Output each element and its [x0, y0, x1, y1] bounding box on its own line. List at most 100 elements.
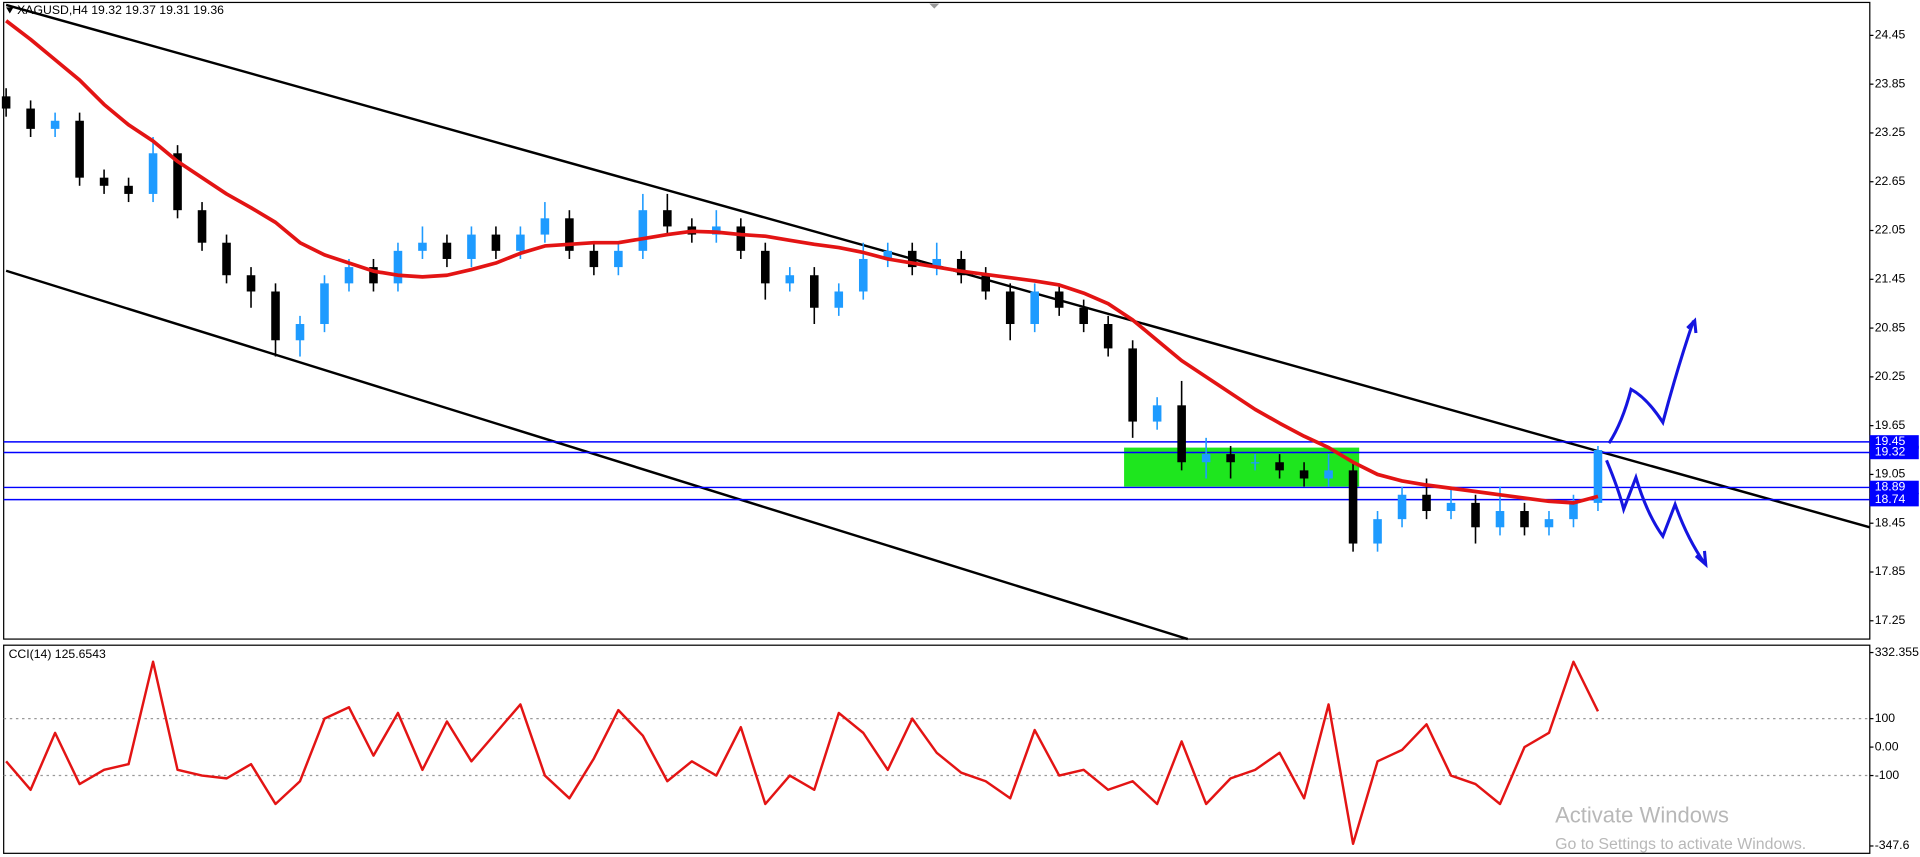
candle-body	[1226, 454, 1235, 463]
cci-line	[5, 660, 1600, 846]
candle-body	[26, 108, 35, 129]
level-label-box	[1869, 435, 1919, 449]
candle-body	[956, 258, 966, 276]
candle-body	[271, 291, 280, 341]
y-tick-label: 20.85	[1875, 320, 1906, 334]
candle-body	[1177, 405, 1186, 463]
candle-body	[1128, 348, 1137, 422]
candle-body	[491, 234, 501, 251]
candle-body	[1348, 470, 1358, 544]
candle-body	[295, 324, 305, 341]
bear-scenario-arrow	[1605, 459, 1708, 569]
candle-body	[565, 218, 574, 251]
candle-body	[1471, 502, 1480, 528]
candle-body	[858, 258, 868, 292]
candle-body	[1275, 462, 1284, 471]
candle-body	[1373, 519, 1382, 544]
y-tick-label: 20.25	[1875, 369, 1906, 383]
candle-body	[834, 291, 844, 308]
candle-body	[932, 258, 942, 268]
candle-body	[540, 218, 550, 235]
candle-body	[50, 120, 60, 129]
candle-body	[1030, 291, 1039, 325]
scroll-marker	[929, 3, 940, 9]
moving-average	[5, 19, 1599, 505]
candle-body	[1324, 470, 1333, 479]
y-tick-label: 19.05	[1875, 467, 1906, 481]
watermark-subtitle: Go to Settings to activate Windows.	[1555, 836, 1806, 853]
candle-body	[246, 275, 256, 292]
cci-panel: 332.355 100 0.00 -100 -347.6	[3, 645, 1919, 852]
candle-body	[369, 267, 378, 284]
candle-body	[1422, 494, 1431, 512]
candle-body	[981, 275, 990, 292]
candle-body	[663, 210, 672, 227]
y-tick-label: -100	[1875, 768, 1900, 782]
y-tick-label: 23.85	[1875, 76, 1906, 90]
candle-body	[589, 250, 599, 268]
candle-body	[1152, 405, 1162, 422]
candle-body	[320, 283, 329, 325]
watermark-title: Activate Windows	[1555, 802, 1729, 827]
symbol-marker	[6, 7, 14, 14]
level-label: 18.74	[1875, 492, 1906, 506]
level-label-box	[1869, 445, 1919, 460]
y-tick-label: 22.05	[1875, 223, 1906, 237]
symbol-header: XAGUSD,H4 19.32 19.37 19.31 19.36	[17, 3, 224, 17]
candle-body	[1299, 470, 1309, 479]
support-zone	[1124, 447, 1360, 487]
trendline-lower	[5, 269, 1189, 641]
y-tick-label: 18.45	[1875, 515, 1906, 529]
y-tick-label: 21.45	[1875, 272, 1906, 286]
candle-body	[1079, 307, 1088, 325]
y-tick-label: 17.85	[1875, 564, 1906, 578]
y-tick-label: 17.25	[1875, 613, 1906, 627]
candle-body	[1544, 519, 1554, 528]
level-label: 19.45	[1875, 434, 1906, 448]
candle-body	[1593, 450, 1603, 503]
candle-body	[442, 242, 452, 259]
bull-scenario-arrow	[1607, 317, 1698, 445]
candle-body	[197, 210, 207, 243]
y-tick-label: -347.6	[1875, 838, 1910, 852]
candle-body	[614, 250, 623, 268]
candle-body	[736, 226, 746, 251]
level-label-box	[1869, 480, 1919, 495]
y-tick-label: 100	[1875, 711, 1896, 725]
level-label: 19.32	[1875, 445, 1906, 459]
candle-body	[638, 210, 648, 251]
candle-body	[785, 275, 795, 284]
y-tick-label: 24.45	[1875, 28, 1906, 42]
cci-header: CCI(14) 125.6543	[9, 647, 106, 661]
level-label: 18.89	[1875, 480, 1906, 494]
candle-body	[1005, 291, 1015, 325]
candle-body	[124, 185, 133, 194]
candle-body	[1054, 291, 1064, 308]
candle-body	[883, 250, 893, 259]
cci-frame	[3, 644, 1871, 854]
candle-body	[1397, 494, 1407, 520]
candle-body	[148, 153, 158, 194]
candle-body	[1520, 511, 1529, 528]
y-tick-label: 332.355	[1875, 645, 1919, 659]
candle-body	[1495, 511, 1505, 528]
candle-body	[467, 234, 476, 259]
y-tick-label: 22.65	[1875, 174, 1906, 188]
candle-body	[516, 234, 525, 251]
candle-body	[761, 250, 770, 284]
candle-body	[99, 177, 109, 186]
candle-body	[1250, 462, 1260, 464]
y-tick-label: 23.25	[1875, 125, 1906, 139]
candle-body	[393, 250, 403, 284]
y-tick-label: 0.00	[1875, 739, 1899, 753]
candle-body	[907, 250, 917, 268]
candle-body	[418, 242, 427, 251]
candle-body	[222, 242, 231, 276]
candle-body	[1569, 502, 1578, 520]
candle-body	[1, 96, 11, 109]
candle-body	[75, 120, 84, 178]
price-frame	[3, 1, 1871, 640]
